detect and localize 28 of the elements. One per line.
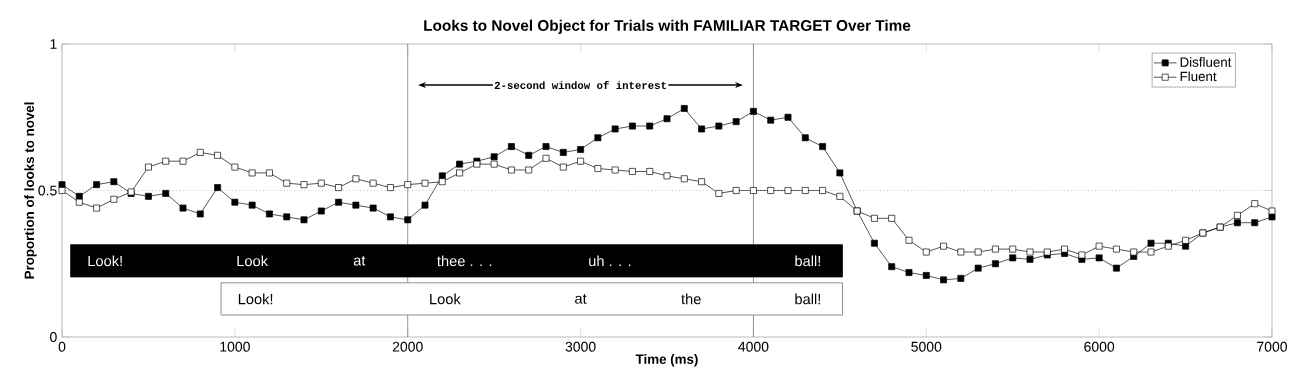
annotation: at <box>353 256 366 266</box>
x-tick-label: 0 <box>58 341 66 352</box>
y-tick-label: 1 <box>50 39 57 49</box>
annotation: the <box>681 293 701 305</box>
annotation: ball! <box>795 255 820 267</box>
annotation: Look <box>237 255 269 267</box>
x-tick-label: 4000 <box>738 341 769 352</box>
x-axis-title: Time (ms) <box>635 354 698 367</box>
y-tick-label: 0.5 <box>38 185 57 196</box>
chart-title: Looks to Novel Object for Trials with FAMILIAR TARGET Over Time <box>424 19 911 34</box>
x-tick-label: 1000 <box>220 341 250 352</box>
annotation: 2-second window of interest <box>494 81 666 90</box>
annotation: Look! <box>238 293 273 305</box>
x-tick-label: 3000 <box>565 341 596 352</box>
annotation: ball! <box>795 293 820 305</box>
x-tick-label: 5000 <box>911 341 942 352</box>
y-axis-title: Proportion of looks to novel <box>24 102 37 279</box>
annotation: at <box>575 294 587 304</box>
annotation: Look! <box>88 255 122 267</box>
x-tick-label: 2000 <box>392 341 423 352</box>
annotation: uh . . . <box>589 255 631 267</box>
annotation: thee . . . <box>437 255 492 267</box>
y-tick-label: 0 <box>50 332 57 342</box>
legend-label: Disfluent <box>1180 57 1232 67</box>
x-tick-label: 6000 <box>1084 341 1115 352</box>
legend-label: Fluent <box>1180 71 1217 82</box>
x-tick-label: 7000 <box>1257 341 1288 352</box>
annotation: Look <box>430 293 461 305</box>
